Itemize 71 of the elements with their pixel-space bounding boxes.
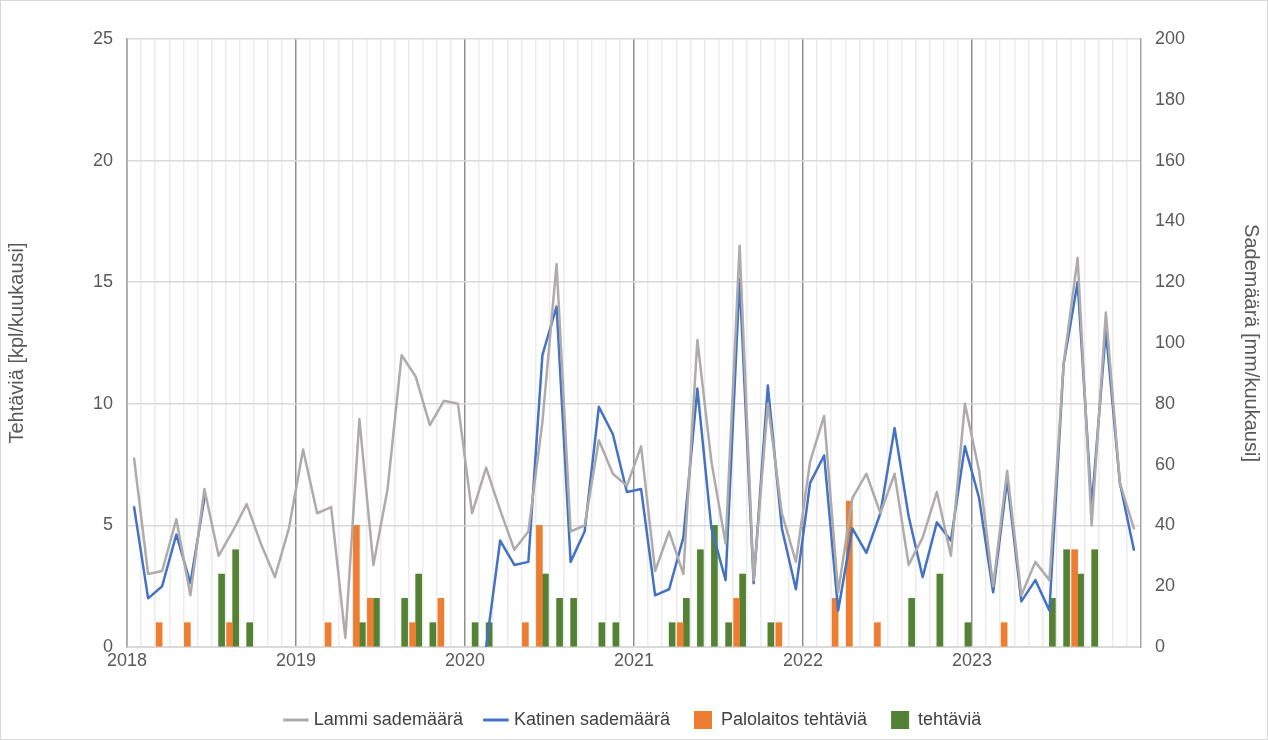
x-tick-label: 2020 [444, 649, 486, 670]
bar [542, 573, 549, 647]
bar [324, 622, 332, 647]
bar [725, 622, 732, 647]
y2-tick-label: 200 [1155, 27, 1186, 48]
bar [232, 549, 239, 647]
bar [739, 573, 746, 647]
bar [936, 573, 944, 647]
bar [437, 598, 445, 647]
legend-label: Lammi sademäärä [313, 708, 464, 729]
bar [556, 598, 563, 647]
y-tick-label: 25 [92, 27, 113, 48]
x-tick-label: 2021 [613, 649, 655, 670]
y2-tick-label: 160 [1155, 149, 1186, 170]
bar [683, 598, 690, 647]
bar [767, 622, 775, 647]
bar [359, 622, 366, 647]
y-tick-label: 10 [92, 392, 113, 413]
bar [711, 525, 718, 647]
bar [1091, 549, 1098, 647]
y2-tick-label: 40 [1155, 514, 1176, 535]
y-axis-title: Tehtäviä [kpl/kuukausi] [4, 242, 27, 444]
bar [598, 622, 606, 647]
bar [246, 622, 253, 647]
bar [353, 525, 360, 647]
bar [612, 622, 620, 647]
legend-label: Palolaitos tehtäviä [721, 708, 869, 729]
y2-tick-label: 80 [1155, 392, 1176, 413]
bar [415, 573, 422, 647]
x-tick-label: 2023 [951, 649, 993, 670]
legend-label: Katinen sademäärä [513, 708, 671, 729]
y2-tick-label: 60 [1155, 453, 1176, 474]
bar [429, 622, 437, 647]
x-tick-label: 2019 [275, 649, 317, 670]
bar [218, 573, 225, 647]
bar [733, 598, 740, 647]
bar [226, 622, 233, 647]
y-tick-label: 5 [102, 514, 113, 535]
bar [1000, 622, 1008, 647]
bar [1071, 549, 1078, 647]
bar [155, 622, 163, 647]
legend-label: tehtäviä [918, 708, 983, 729]
bar [373, 598, 380, 647]
bar [409, 622, 416, 647]
bar [471, 622, 479, 647]
bar [908, 598, 915, 647]
x-tick-label: 2022 [782, 649, 824, 670]
bar [1063, 549, 1070, 647]
bar [570, 598, 577, 647]
y2-tick-label: 120 [1155, 271, 1186, 292]
y2-tick-label: 100 [1155, 331, 1186, 352]
bar [964, 622, 972, 647]
bar [1077, 573, 1084, 647]
y-tick-label: 15 [92, 271, 113, 292]
bar [184, 622, 191, 647]
bar [775, 622, 783, 647]
y2-tick-label: 140 [1155, 210, 1186, 231]
bar [668, 622, 676, 647]
y-tick-label: 20 [92, 149, 113, 170]
bar [697, 549, 704, 647]
bar [874, 622, 881, 647]
bar [536, 525, 543, 647]
bar [522, 622, 529, 647]
bar [677, 622, 684, 647]
bar [401, 598, 408, 647]
y2-tick-label: 0 [1155, 635, 1166, 656]
y2-tick-label: 20 [1155, 575, 1176, 596]
bar [1049, 598, 1056, 647]
y2-axis-title: Sademäärä [mm/kuukausi] [1241, 224, 1264, 462]
y2-tick-label: 180 [1155, 88, 1186, 109]
bar [367, 598, 374, 647]
